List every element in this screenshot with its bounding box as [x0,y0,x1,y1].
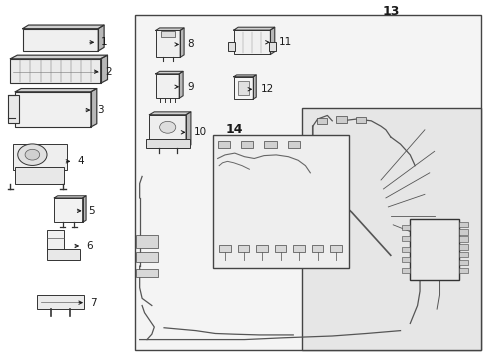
Bar [293,244,305,252]
Polygon shape [270,27,274,54]
Text: 4: 4 [77,156,84,166]
Text: 11: 11 [278,37,291,47]
Bar [409,220,458,280]
Bar [316,118,327,125]
Bar [233,30,270,54]
Polygon shape [22,25,104,29]
Polygon shape [156,28,183,31]
Bar [233,77,253,99]
Bar [136,234,158,248]
Polygon shape [82,196,86,222]
Polygon shape [10,55,107,59]
Bar [401,225,409,230]
Bar [311,244,323,252]
Circle shape [25,149,40,160]
Text: 3: 3 [97,105,103,115]
Bar [269,42,276,51]
Bar [22,29,98,51]
Bar [458,229,467,234]
Bar [458,252,467,257]
Circle shape [18,144,47,166]
Polygon shape [185,112,190,148]
Polygon shape [101,55,107,83]
Polygon shape [233,27,274,30]
Polygon shape [91,89,97,127]
Polygon shape [253,75,256,99]
Bar [401,257,409,262]
Bar [10,59,101,83]
Polygon shape [54,196,86,198]
Bar [160,31,175,37]
Polygon shape [179,71,183,98]
Bar [287,141,300,148]
Bar [256,244,267,252]
Polygon shape [180,28,183,57]
Bar [15,92,91,127]
Text: 2: 2 [105,67,112,77]
Bar [458,260,467,265]
Text: 8: 8 [187,40,194,49]
Bar [274,244,286,252]
Circle shape [159,121,175,133]
Bar [47,230,63,251]
Bar [237,244,249,252]
Bar [227,42,234,51]
Polygon shape [98,25,104,51]
Polygon shape [156,71,183,74]
Text: 5: 5 [88,206,95,216]
Text: 13: 13 [381,5,399,18]
Bar [458,222,467,227]
Bar [54,198,82,222]
Bar [47,249,80,260]
Polygon shape [233,75,256,77]
Bar [156,74,179,98]
Bar [237,81,249,95]
Bar [401,247,409,252]
Bar [330,244,341,252]
Bar [13,144,67,170]
Text: 6: 6 [86,241,92,251]
Bar [219,244,230,252]
Text: 10: 10 [193,127,206,137]
Text: 9: 9 [187,82,194,92]
Bar [458,236,467,242]
Text: 1: 1 [101,37,107,47]
Bar [8,95,19,123]
Bar [355,117,366,123]
Bar [401,268,409,273]
Bar [136,252,158,262]
Polygon shape [149,112,190,115]
Bar [15,167,64,184]
Bar [149,115,185,148]
Bar [401,236,409,241]
Text: 14: 14 [225,123,243,136]
Bar [37,295,83,309]
Bar [217,141,229,148]
Bar [302,108,480,350]
Bar [264,141,276,148]
Bar [212,135,348,268]
Bar [335,116,346,123]
Bar [241,141,253,148]
Bar [156,31,180,57]
Text: 12: 12 [260,84,273,94]
Text: 7: 7 [90,298,96,308]
Bar [136,269,158,277]
Bar [135,15,480,350]
Bar [458,267,467,273]
Bar [458,244,467,249]
Bar [145,139,189,148]
Polygon shape [15,89,97,92]
